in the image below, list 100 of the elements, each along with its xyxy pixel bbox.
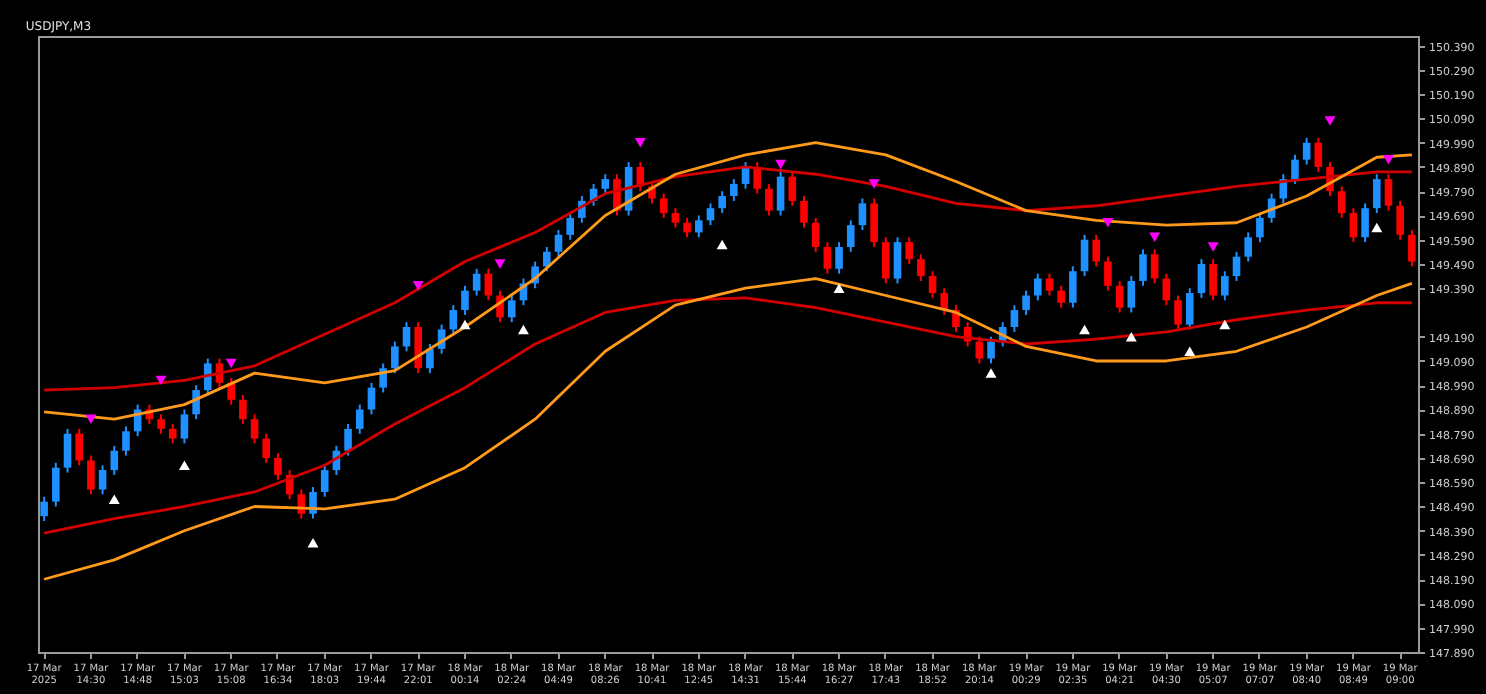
candlestick xyxy=(1045,272,1054,297)
candlestick xyxy=(426,343,434,375)
candlestick xyxy=(905,236,913,265)
candlestick xyxy=(823,241,832,275)
candlestick xyxy=(52,461,60,508)
point xyxy=(1207,242,1219,252)
candlestick xyxy=(776,170,785,217)
candlestick xyxy=(274,452,282,481)
candlestick xyxy=(1302,136,1311,166)
candlestick xyxy=(1174,294,1182,331)
candlestick xyxy=(730,178,738,202)
candlestick xyxy=(1115,279,1124,314)
point xyxy=(1371,222,1383,233)
candlestick xyxy=(1185,287,1194,331)
candlestick xyxy=(355,403,364,435)
candlestick xyxy=(157,413,165,435)
point xyxy=(1324,116,1336,126)
candlestick xyxy=(1010,304,1019,333)
candlestick xyxy=(718,190,726,215)
candlestick xyxy=(893,236,902,285)
candlestick xyxy=(239,393,247,426)
candlestick xyxy=(1080,233,1089,278)
candlestick xyxy=(204,357,212,396)
candlestick xyxy=(858,197,867,232)
candlestick xyxy=(262,432,271,464)
point xyxy=(85,414,97,424)
candlestick xyxy=(543,245,551,273)
point xyxy=(494,259,506,269)
line-series xyxy=(42,165,1414,392)
point xyxy=(1219,319,1231,330)
candlestick xyxy=(227,376,235,406)
point xyxy=(1079,324,1091,335)
candlestick xyxy=(1396,199,1404,241)
point xyxy=(225,358,237,369)
candlestick xyxy=(987,335,995,365)
candlestick xyxy=(1337,185,1346,219)
candlestick xyxy=(1069,265,1077,309)
candlestick xyxy=(765,182,773,217)
candlestick xyxy=(870,197,878,248)
candlestick xyxy=(1022,289,1030,316)
candlestick xyxy=(975,335,984,365)
candlestick xyxy=(461,284,469,316)
candlestick xyxy=(694,214,703,239)
candlestick xyxy=(110,444,119,476)
candlestick xyxy=(1033,272,1042,302)
candlestick xyxy=(671,207,680,229)
line-series xyxy=(42,141,1414,421)
candlestick xyxy=(1291,153,1299,185)
candlestick xyxy=(449,304,458,336)
candlestick xyxy=(788,170,797,207)
candlestick xyxy=(1197,258,1206,299)
point xyxy=(716,239,728,250)
candlestick xyxy=(940,287,949,316)
candlestick xyxy=(928,270,937,299)
candlestick xyxy=(250,413,259,445)
candlestick xyxy=(1209,258,1217,302)
candlestick xyxy=(1057,284,1065,309)
candlestick xyxy=(753,161,762,195)
candlestick xyxy=(1244,231,1252,263)
point xyxy=(412,281,424,291)
candlestick xyxy=(1150,248,1159,285)
point xyxy=(1102,218,1114,228)
point xyxy=(1125,331,1137,342)
candlestick xyxy=(1361,202,1369,244)
point xyxy=(108,494,120,504)
point xyxy=(1149,232,1161,243)
candlestick xyxy=(601,173,610,195)
candlestick xyxy=(1221,270,1229,302)
candlestick xyxy=(566,212,574,241)
candlestick xyxy=(659,192,668,219)
point xyxy=(178,460,190,470)
candlestick xyxy=(1349,207,1358,244)
candlestick xyxy=(706,202,715,227)
candlestick xyxy=(1092,233,1101,268)
point xyxy=(985,368,997,378)
candlestick xyxy=(554,229,563,258)
candlestick xyxy=(192,384,200,421)
candlestick xyxy=(1232,250,1241,282)
candlestick xyxy=(75,427,84,467)
candlestick xyxy=(1139,248,1147,287)
point xyxy=(307,538,319,548)
point xyxy=(868,179,880,189)
point xyxy=(1184,346,1196,357)
candlestick xyxy=(40,495,48,523)
candlestick xyxy=(683,216,691,239)
point xyxy=(459,319,471,330)
candlestick xyxy=(1127,275,1136,314)
candlestick xyxy=(1372,173,1381,215)
candlestick xyxy=(472,267,481,297)
candlestick xyxy=(414,321,423,375)
candlestick xyxy=(1384,173,1393,212)
candlestick xyxy=(168,423,177,445)
candlestick xyxy=(63,427,72,474)
point xyxy=(1383,154,1394,165)
candlestick xyxy=(122,425,130,457)
candlestick xyxy=(846,219,855,253)
candlestick xyxy=(402,321,411,353)
candlestick xyxy=(1256,212,1264,244)
point xyxy=(634,137,646,148)
candlestick xyxy=(1314,136,1323,173)
